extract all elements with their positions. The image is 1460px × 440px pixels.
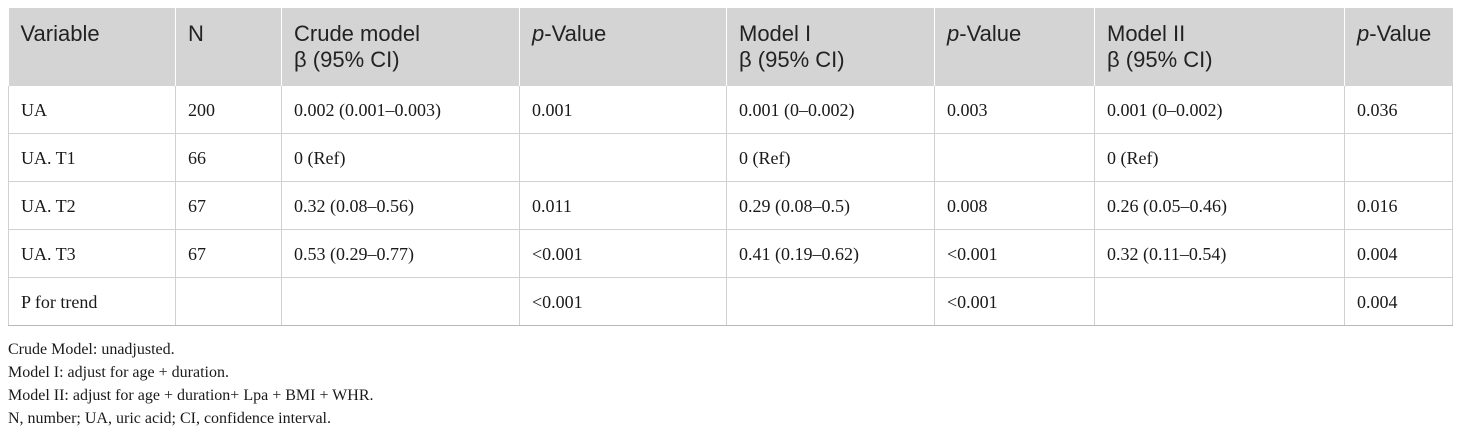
cell-model-ii-beta: 0 (Ref) [1094, 133, 1345, 182]
cell-n: 67 [175, 229, 282, 278]
cell-n [175, 277, 282, 326]
header-crude-model: Crude model β (95% CI) [281, 8, 520, 86]
cell-crude-p: <0.001 [519, 277, 727, 326]
cell-model-i-beta: 0.41 (0.19–0.62) [726, 229, 935, 278]
cell-model-ii-beta: 0.32 (0.11–0.54) [1094, 229, 1345, 278]
cell-crude-beta [281, 277, 520, 326]
cell-variable: UA [8, 86, 176, 134]
table-footnotes: Crude Model: unadjusted. Model I: adjust… [8, 338, 374, 430]
cell-model-i-beta: 0.29 (0.08–0.5) [726, 181, 935, 230]
table-row: UA. T2 67 0.32 (0.08–0.56) 0.011 0.29 (0… [8, 181, 1453, 230]
cell-model-i-beta: 0.001 (0–0.002) [726, 86, 935, 134]
cell-model-i-p: <0.001 [934, 229, 1095, 278]
cell-n: 200 [175, 86, 282, 134]
header-n: N [175, 8, 282, 86]
header-model-i: Model I β (95% CI) [726, 8, 935, 86]
header-model-ii: Model II β (95% CI) [1094, 8, 1345, 86]
table-row: UA. T1 66 0 (Ref) 0 (Ref) 0 (Ref) [8, 133, 1453, 182]
header-p-value-crude: p-Value [519, 8, 727, 86]
cell-crude-beta: 0.002 (0.001–0.003) [281, 86, 520, 134]
header-p-value-model-i: p-Value [934, 8, 1095, 86]
cell-crude-p: 0.001 [519, 86, 727, 134]
cell-crude-p: 0.011 [519, 181, 727, 230]
header-variable: Variable [8, 8, 176, 86]
cell-model-i-beta [726, 277, 935, 326]
cell-model-ii-p: 0.004 [1344, 277, 1453, 326]
cell-model-i-p: 0.003 [934, 86, 1095, 134]
cell-variable: UA. T3 [8, 229, 176, 278]
cell-model-ii-p [1344, 133, 1453, 182]
cell-n: 67 [175, 181, 282, 230]
cell-model-ii-p: 0.004 [1344, 229, 1453, 278]
footnote-model-i: Model I: adjust for age + duration. [8, 364, 229, 381]
cell-model-ii-beta [1094, 277, 1345, 326]
cell-variable: UA. T2 [8, 181, 176, 230]
cell-crude-p [519, 133, 727, 182]
results-table-container: Variable N Crude model β (95% CI) p-Valu… [8, 8, 1453, 326]
table-header-row: Variable N Crude model β (95% CI) p-Valu… [8, 8, 1453, 86]
cell-variable: UA. T1 [8, 133, 176, 182]
cell-n: 66 [175, 133, 282, 182]
cell-crude-beta: 0.53 (0.29–0.77) [281, 229, 520, 278]
cell-model-i-beta: 0 (Ref) [726, 133, 935, 182]
footnote-model-ii: Model II: adjust for age + duration+ Lpa… [8, 387, 374, 404]
cell-model-ii-beta: 0.26 (0.05–0.46) [1094, 181, 1345, 230]
cell-model-i-p [934, 133, 1095, 182]
cell-model-ii-p: 0.016 [1344, 181, 1453, 230]
footnote-crude-model: Crude Model: unadjusted. [8, 341, 175, 358]
cell-model-i-p: <0.001 [934, 277, 1095, 326]
cell-crude-beta: 0.32 (0.08–0.56) [281, 181, 520, 230]
footnote-abbreviations: N, number; UA, uric acid; CI, confidence… [8, 410, 331, 427]
table-row: P for trend <0.001 <0.001 0.004 [8, 277, 1453, 326]
cell-crude-p: <0.001 [519, 229, 727, 278]
header-p-value-model-ii: p-Value [1344, 8, 1453, 86]
cell-model-i-p: 0.008 [934, 181, 1095, 230]
table-row: UA. T3 67 0.53 (0.29–0.77) <0.001 0.41 (… [8, 229, 1453, 278]
cell-variable: P for trend [8, 277, 176, 326]
cell-crude-beta: 0 (Ref) [281, 133, 520, 182]
table-row: UA 200 0.002 (0.001–0.003) 0.001 0.001 (… [8, 86, 1453, 134]
cell-model-ii-beta: 0.001 (0–0.002) [1094, 86, 1345, 134]
cell-model-ii-p: 0.036 [1344, 86, 1453, 134]
results-table: Variable N Crude model β (95% CI) p-Valu… [8, 8, 1453, 326]
